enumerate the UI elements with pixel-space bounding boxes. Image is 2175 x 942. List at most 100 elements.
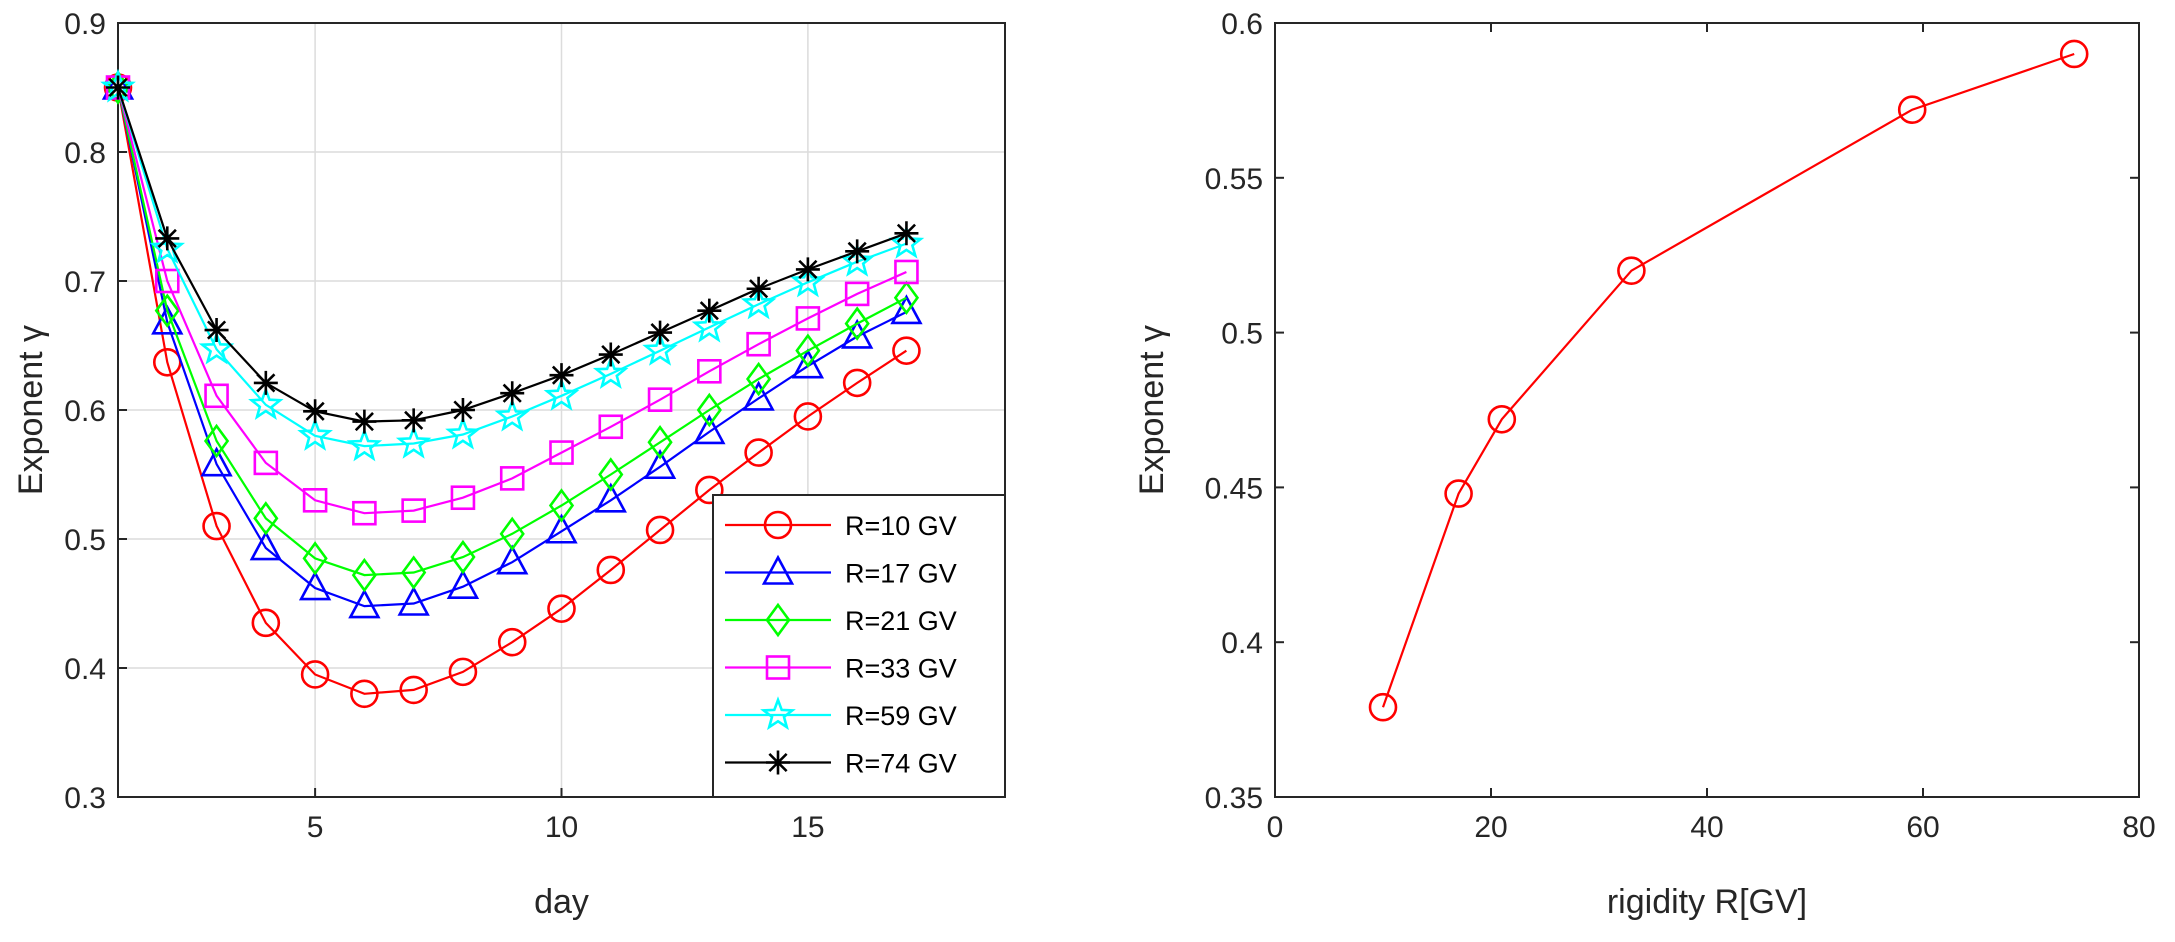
legend-marker (765, 602, 791, 638)
data-point (695, 475, 724, 505)
data-point (401, 555, 427, 590)
legend-box (712, 494, 1006, 798)
data-point (302, 487, 328, 513)
series-line (116, 87, 907, 608)
x-tick-label: 60 (1906, 811, 1939, 844)
data-point (499, 516, 525, 552)
data-point (253, 450, 279, 476)
data-point (298, 570, 332, 601)
data-point (302, 541, 328, 576)
legend-label: R=17 GV (845, 559, 957, 589)
data-point (351, 557, 378, 593)
y-tick-label: 0.9 (64, 8, 106, 41)
data-point (547, 594, 576, 623)
y-tick-label: 0.8 (64, 137, 106, 170)
data-point (697, 358, 722, 384)
series-line (116, 87, 907, 577)
data-point (842, 368, 872, 398)
data-point (253, 501, 279, 536)
data-point (202, 511, 231, 541)
data-point (643, 449, 677, 480)
data-point (348, 588, 381, 619)
y-tick-label: 0.6 (1221, 8, 1263, 41)
y-tick-label: 0.55 (1205, 163, 1263, 196)
y-tick-label: 0.3 (64, 782, 106, 815)
data-point (303, 399, 328, 424)
data-point (795, 257, 820, 282)
data-point (545, 513, 578, 544)
data-point (297, 417, 333, 451)
x-axis-label: day (534, 883, 589, 921)
data-point (253, 370, 278, 395)
legend-item: R=74 GV (725, 749, 957, 779)
data-point (494, 397, 531, 432)
y-tick-label: 0.7 (64, 266, 106, 299)
data-point (1444, 479, 1473, 508)
data-point (151, 304, 184, 335)
data-point (399, 675, 428, 705)
data-point (1617, 256, 1646, 285)
data-point (696, 392, 722, 428)
y-tick-label: 0.5 (64, 524, 106, 557)
data-point (647, 387, 673, 412)
data-point (795, 306, 821, 331)
data-point (890, 294, 923, 325)
legend-item: R=59 GV (725, 696, 957, 731)
data-point (543, 377, 580, 411)
data-point (592, 355, 629, 389)
x-tick-label: 15 (791, 811, 824, 844)
series-line (116, 87, 908, 695)
data-point (892, 336, 921, 365)
data-point (448, 657, 478, 687)
data-point (346, 427, 383, 462)
legend-marker (766, 750, 790, 775)
data-point (450, 539, 476, 575)
data-point (500, 381, 525, 406)
data-point (249, 530, 283, 561)
axes-box (1274, 22, 2140, 798)
data-point (549, 363, 574, 388)
legend-item: R=33 GV (725, 654, 957, 684)
data-point (894, 221, 919, 246)
legend-label: R=21 GV (845, 606, 957, 636)
data-point (149, 230, 186, 264)
data-point (204, 318, 229, 343)
legend-marker (760, 696, 796, 731)
legend-label: R=74 GV (845, 749, 957, 779)
data-point (198, 330, 235, 365)
data-point (450, 398, 475, 422)
data-point (746, 276, 771, 301)
data-point (746, 331, 771, 357)
left-chart-panel: 5 10 15 0.3 0.4 0.5 0.6 0.7 0.8 0.9 day Exponent γ R… (12, 8, 1006, 921)
right-chart-panel: 0 20 40 60 80 0.35 0.4 0.45 0.5 0.55 0.6 rigidity R… (1133, 8, 2156, 921)
data-point (499, 466, 525, 491)
data-point (844, 306, 870, 341)
data-point (200, 446, 233, 477)
y-tick-label: 0.4 (64, 653, 106, 686)
data-point (793, 402, 823, 431)
data-point (1897, 95, 1927, 124)
data-point (445, 415, 481, 450)
data-point (791, 348, 825, 379)
series-r-17-gv (101, 69, 923, 619)
data-point (203, 423, 230, 459)
y-tick-label: 0.5 (1221, 318, 1263, 351)
legend-item: R=10 GV (725, 510, 957, 541)
data-point (645, 515, 675, 545)
x-tick-label: 5 (307, 811, 324, 844)
data-point (204, 383, 229, 409)
data-point (894, 259, 919, 285)
y-axis-label: Exponent γ (12, 325, 50, 495)
data-point (106, 75, 130, 100)
x-tick-label: 0 (1267, 811, 1284, 844)
data-point (742, 380, 775, 411)
x-axis-label: rigidity R[GV] (1607, 883, 1807, 921)
data-point (1487, 404, 1517, 434)
legend: R=10 GV R=17 GV R=21 GV R=33 GV R=59 GV R=74 … (712, 494, 1006, 798)
data-point (888, 224, 925, 259)
data-point (845, 239, 870, 264)
data-point (401, 408, 426, 433)
data-point (744, 438, 773, 467)
data-point (598, 457, 624, 492)
data-point (497, 627, 527, 657)
